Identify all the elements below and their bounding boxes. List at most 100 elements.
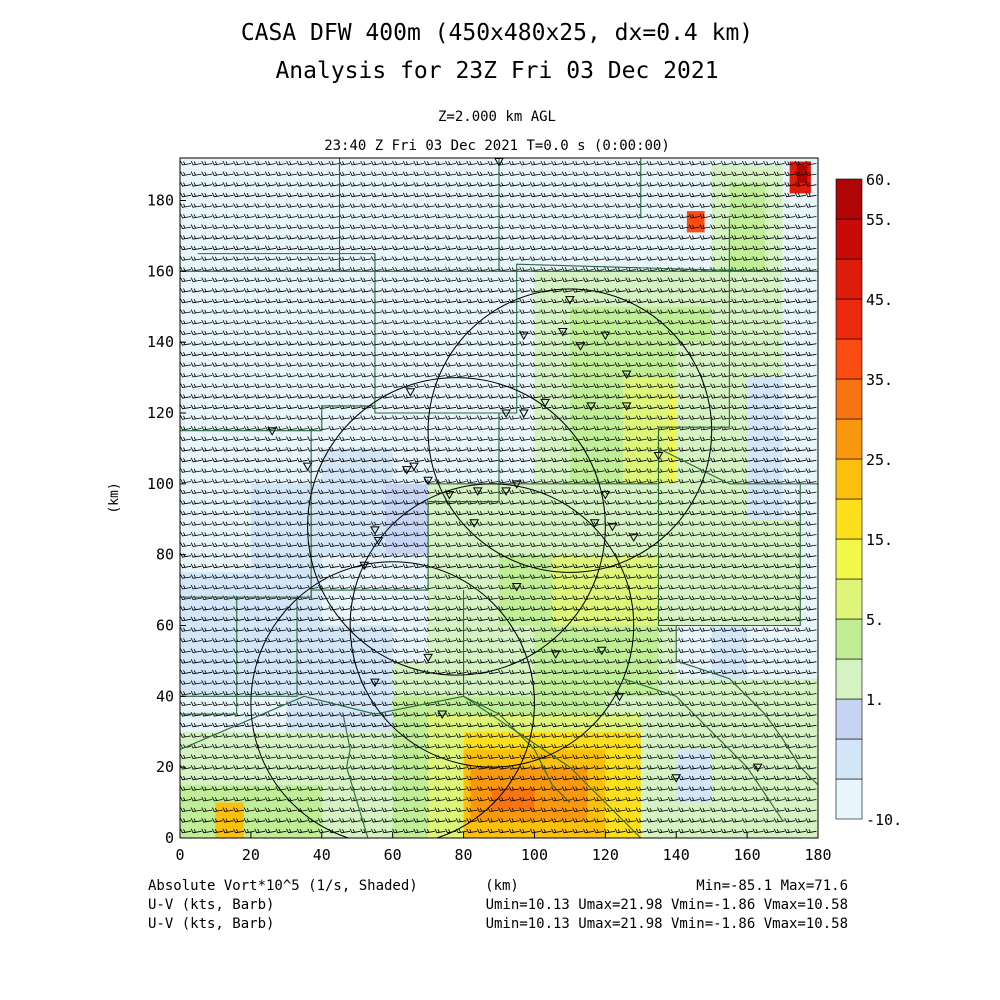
wind-barb [805, 500, 817, 505]
wind-barb [243, 192, 255, 198]
wind-barb [763, 542, 775, 547]
wind-barb [434, 648, 446, 653]
wind-barb [413, 447, 425, 452]
wind-barb [784, 563, 796, 569]
wind-barb [773, 733, 785, 738]
wind-barb [487, 680, 499, 685]
wind-barb [582, 372, 594, 378]
wind-barb [222, 203, 234, 208]
wind-barb [339, 415, 351, 420]
wind-barb [476, 171, 488, 176]
wind-barb [667, 754, 679, 759]
wind-barb [466, 595, 478, 600]
wind-barb [794, 743, 806, 749]
wind-barb [805, 415, 817, 420]
wind-barb [275, 627, 287, 632]
wind-barb [593, 224, 605, 229]
wind-barb [784, 733, 796, 738]
wind-barb [688, 648, 700, 653]
wind-barb [741, 531, 753, 537]
wind-barb [434, 447, 446, 452]
wind-barb [508, 796, 520, 802]
wind-barb [455, 659, 467, 664]
wind-barb [254, 510, 266, 516]
wind-barb [625, 171, 637, 176]
wind-barb [445, 192, 457, 198]
wind-barb [201, 828, 213, 834]
wind-barb [540, 584, 552, 590]
wind-barb [254, 563, 266, 569]
wind-barb [254, 690, 266, 696]
wind-barb [402, 701, 414, 706]
wind-barb [423, 341, 435, 346]
wind-barb [710, 627, 722, 632]
wind-barb [275, 606, 287, 611]
wind-barb [254, 182, 266, 187]
wind-barb [805, 213, 817, 219]
wind-barb [402, 595, 414, 600]
wind-barb [190, 489, 202, 494]
wind-barb [275, 828, 287, 834]
wind-barb [413, 627, 425, 632]
wind-barb [180, 584, 192, 590]
wind-barb [794, 531, 806, 537]
wind-barb [593, 425, 605, 431]
wind-barb [402, 404, 414, 410]
wind-barb [445, 468, 457, 473]
wind-barb [667, 616, 679, 622]
wind-barb [582, 362, 594, 367]
wind-barb [752, 436, 764, 441]
wind-barb [646, 372, 658, 378]
wind-barb [423, 362, 435, 367]
wind-barb [593, 531, 605, 537]
wind-barb [720, 362, 732, 367]
wind-barb [466, 351, 478, 357]
wind-barb [413, 235, 425, 240]
colorbar-label: 60. [866, 171, 893, 189]
wind-barb [614, 531, 626, 537]
wind-barb [211, 659, 223, 664]
wind-barb [275, 733, 287, 738]
wind-barb [445, 457, 457, 463]
wind-barb [752, 818, 764, 823]
wind-barb [710, 383, 722, 388]
wind-barb [392, 256, 404, 261]
wind-barb [540, 807, 552, 812]
wind-barb [445, 574, 457, 579]
wind-barb [614, 616, 626, 622]
wind-barb [710, 563, 722, 569]
wind-barb [773, 224, 785, 229]
wind-barb [582, 627, 594, 632]
wind-barb [381, 489, 393, 494]
wind-barb [222, 415, 234, 420]
wind-barb [455, 531, 467, 537]
wind-barb [434, 542, 446, 547]
wind-barb [635, 637, 647, 643]
wind-barb [222, 796, 234, 802]
wind-barb [254, 478, 266, 484]
wind-barb [254, 277, 266, 282]
wind-barb [445, 330, 457, 335]
wind-barb [699, 553, 711, 558]
wind-barb [275, 807, 287, 812]
wind-barb [487, 362, 499, 367]
wind-barb [286, 743, 298, 749]
wind-barb [466, 468, 478, 473]
wind-barb [264, 754, 276, 759]
wind-barb [498, 309, 510, 314]
wind-barb [360, 722, 372, 728]
wind-barb [286, 669, 298, 675]
wind-barb [307, 203, 319, 208]
wind-barb [678, 171, 690, 176]
wind-barb [635, 542, 647, 547]
wind-barb [275, 521, 287, 526]
wind-barb [243, 712, 255, 717]
wind-barb [201, 319, 213, 325]
wind-barb [688, 733, 700, 738]
wind-barb [381, 245, 393, 251]
wind-barb [540, 447, 552, 452]
wind-barb [763, 182, 775, 187]
wind-barb [402, 192, 414, 198]
wind-barb [275, 319, 287, 325]
wind-barb [233, 436, 245, 441]
